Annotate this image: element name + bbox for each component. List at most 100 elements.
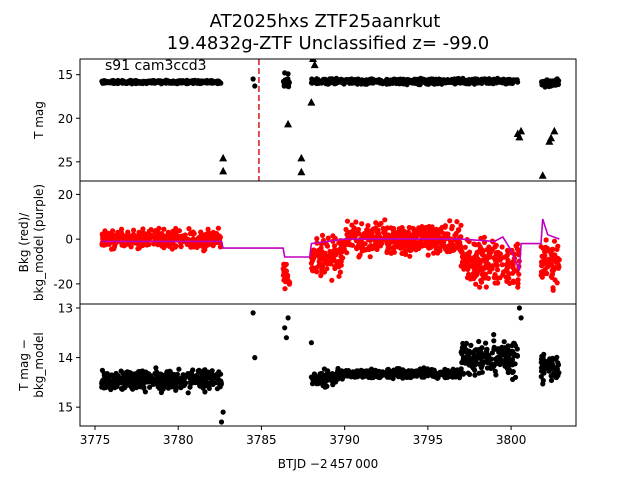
mag-point (373, 79, 379, 85)
y-axis-label: T mag (32, 101, 46, 140)
mag-point (540, 381, 546, 387)
bkg-point (356, 254, 362, 260)
bkg-point (377, 243, 384, 249)
bkg-point (186, 226, 192, 232)
bkg-point (511, 268, 517, 274)
upper-limit-triangle (284, 119, 293, 128)
mag-point (384, 371, 390, 377)
mag-point (463, 349, 469, 355)
y-tick-label: 20 (58, 112, 73, 126)
x-tick-label: 3800 (496, 433, 527, 447)
bkg-point (444, 231, 450, 237)
mag-point (516, 305, 523, 311)
mag-point (403, 374, 409, 380)
mag-point (174, 78, 180, 84)
mag-point (327, 371, 333, 377)
bkg-point (416, 245, 422, 251)
mag-point (362, 79, 368, 85)
mag-point (427, 370, 433, 376)
mag-point (252, 83, 258, 89)
bkg-point (514, 246, 521, 252)
x-tick-label: 3795 (413, 433, 444, 447)
mag-point (454, 78, 460, 85)
mag-point (180, 372, 186, 378)
mag-point (218, 419, 225, 425)
panel-middle-bkg: -20 0 20 Bkg (red)/bkg_model (purple) (17, 180, 577, 305)
bkg-point (100, 236, 106, 242)
mag-point (119, 80, 126, 86)
mag-point (317, 373, 323, 379)
mag-point (339, 78, 345, 84)
mag-point (488, 365, 494, 371)
bkg-point (382, 217, 388, 223)
mag-point (551, 371, 557, 377)
bkg-point (167, 233, 174, 239)
bkg-point (190, 229, 196, 235)
bkg-point (282, 279, 289, 285)
bkg-point (479, 247, 485, 253)
bkg-point (399, 225, 405, 231)
bkg-point (488, 264, 494, 270)
mag-point (493, 372, 499, 378)
mag-point (282, 325, 288, 331)
bkg-point (493, 242, 499, 248)
bkg-point (203, 239, 209, 245)
bkg-point (283, 261, 289, 267)
mag-point (209, 380, 216, 386)
mag-point (139, 368, 146, 374)
bkg-point (174, 234, 180, 240)
bkg-point (202, 244, 208, 250)
bkg-point (406, 232, 413, 238)
bkg-point (198, 229, 204, 235)
mag-point (283, 335, 289, 341)
bkg-point (435, 246, 441, 252)
figure-title-line1: AT2025hxs ZTF25aanrkut (210, 11, 441, 32)
bkg-point (385, 240, 392, 247)
x-tick-label: 3780 (163, 433, 194, 447)
mag-point (504, 353, 510, 359)
bkg-point (110, 228, 116, 234)
upper-limit-triangle (307, 98, 316, 106)
mag-point (498, 358, 504, 364)
y-tick-label: 14 (58, 351, 73, 365)
mag-point (345, 368, 352, 374)
mag-point (554, 365, 560, 371)
mag-point (491, 77, 497, 84)
mag-point (486, 78, 492, 84)
mag-point (413, 77, 419, 83)
bkg-point (362, 241, 368, 247)
y-tick-label: 15 (58, 68, 73, 82)
mag-point (156, 383, 162, 390)
mag-point (508, 360, 514, 366)
bkg-point (161, 245, 167, 251)
mag-point (446, 78, 452, 84)
mag-point (127, 377, 133, 383)
mag-point (104, 79, 110, 85)
bkg-point (170, 241, 176, 247)
bkg-point (555, 255, 561, 261)
mag-point (283, 79, 289, 85)
bkg-point (544, 270, 550, 277)
bkg-point (406, 224, 412, 231)
mag-point (178, 380, 184, 386)
mag-point (153, 365, 159, 371)
bkg-point (358, 240, 364, 246)
bkg-point (481, 265, 487, 271)
bkg-point (493, 259, 499, 266)
mag-point (460, 359, 466, 366)
bkg-point (373, 240, 379, 246)
mag-point (121, 374, 127, 380)
panel-bottom-mag-minus-bkg: 13 14 15 T mag − bkg_model 3775 3780 3785 3790 37… (17, 301, 577, 447)
bkg-point (201, 248, 207, 254)
mag-point (467, 371, 473, 377)
bkg-point (282, 269, 288, 275)
mag-point (463, 340, 469, 346)
bkg-point (156, 225, 162, 231)
mag-point (101, 385, 107, 391)
bkg-point (202, 233, 208, 239)
mag-point (196, 367, 202, 373)
bkg-point (140, 242, 146, 248)
bkg-point (136, 229, 142, 235)
bkg-point (499, 262, 505, 268)
mag-point (470, 364, 476, 370)
